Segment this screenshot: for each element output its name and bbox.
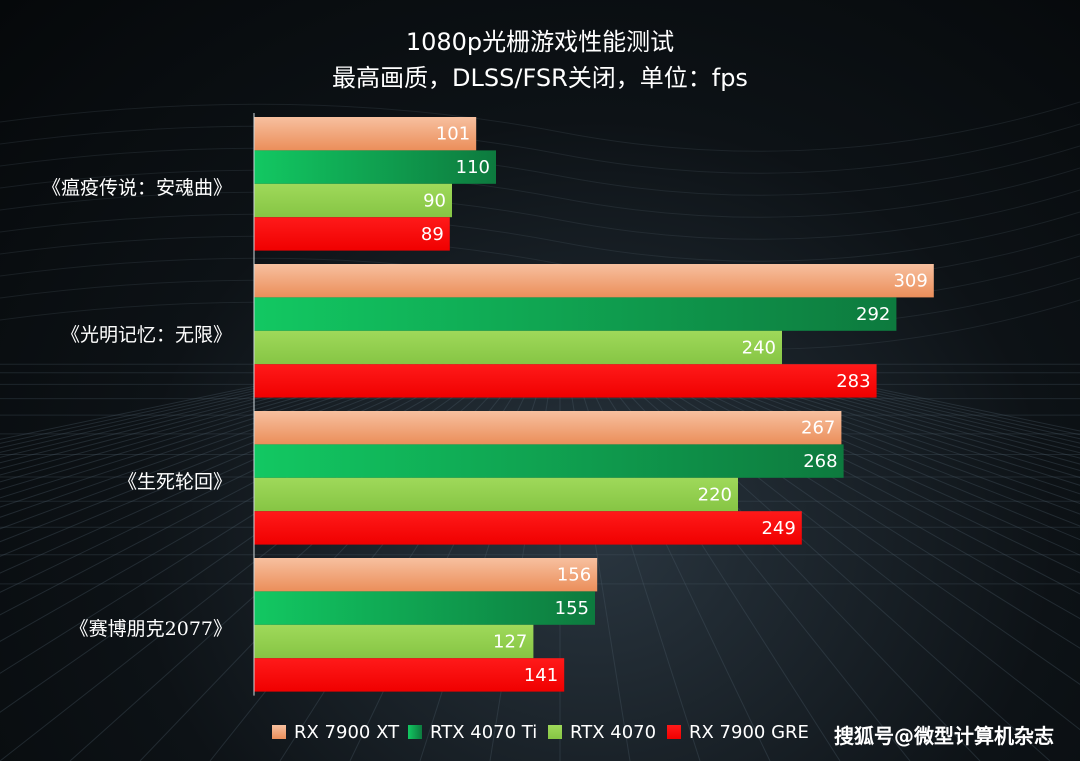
bar	[254, 411, 842, 445]
category-label: 《赛博朋克2077》	[70, 618, 232, 640]
bar	[254, 511, 802, 545]
bar	[254, 117, 477, 151]
data-label: 292	[856, 304, 890, 325]
bar	[254, 444, 844, 478]
data-label: 156	[557, 565, 591, 586]
legend-swatch	[667, 725, 681, 739]
legend-swatch	[408, 725, 422, 739]
watermark: 搜狐号@微型计算机杂志	[834, 724, 1054, 748]
data-label: 267	[801, 418, 835, 439]
category-label: 《光明记忆：无限》	[61, 324, 232, 346]
legend-label: RX 7900 XT	[294, 722, 400, 743]
data-label: 283	[836, 371, 870, 392]
data-label: 155	[555, 598, 589, 619]
legend-label: RTX 4070 Ti	[430, 722, 537, 743]
data-label: 220	[698, 485, 732, 506]
bar	[254, 558, 598, 592]
data-label: 89	[421, 224, 444, 245]
data-label: 90	[423, 191, 446, 212]
category-label: 《瘟疫传说：安魂曲》	[42, 177, 232, 199]
legend-label: RTX 4070	[570, 722, 656, 743]
category-label: 《生死轮回》	[118, 471, 232, 493]
bar	[254, 183, 452, 218]
legend-swatch	[548, 725, 562, 739]
bar	[254, 297, 897, 331]
data-label: 127	[493, 632, 527, 653]
data-label: 309	[893, 271, 927, 292]
data-label: 240	[742, 338, 776, 359]
bar	[254, 658, 565, 692]
chart-title: 1080p光栅游戏性能测试	[405, 28, 675, 56]
data-label: 249	[761, 518, 795, 539]
data-label: 101	[436, 124, 470, 145]
legend-label: RX 7900 GRE	[689, 722, 809, 743]
legend-swatch	[272, 725, 286, 739]
data-label: 268	[803, 451, 837, 472]
bar	[254, 264, 934, 298]
bar	[254, 477, 738, 512]
data-label: 110	[456, 157, 490, 178]
chart-subtitle: 最高画质，DLSS/FSR关闭，单位：fps	[332, 64, 748, 92]
bar	[254, 150, 496, 184]
data-label: 141	[524, 665, 558, 686]
bar	[254, 330, 782, 365]
bar	[254, 624, 534, 659]
bar	[254, 217, 450, 251]
bar	[254, 591, 595, 625]
bar	[254, 364, 877, 398]
